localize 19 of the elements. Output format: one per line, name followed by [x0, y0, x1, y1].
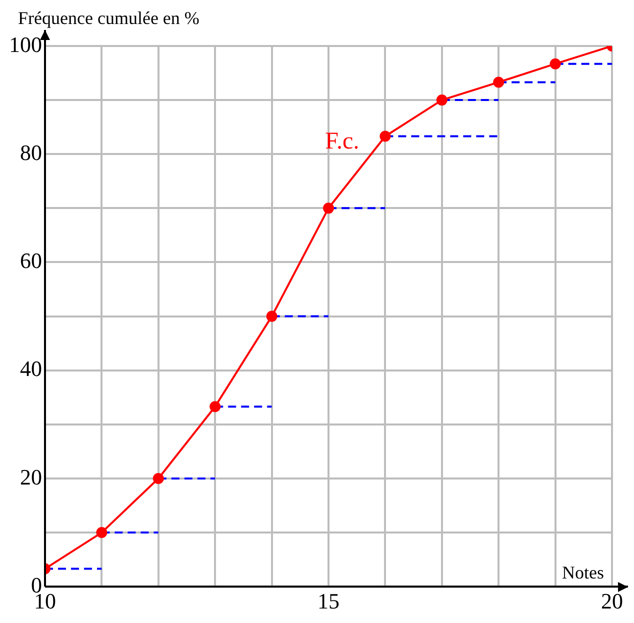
- point: [152, 472, 164, 484]
- point: [436, 94, 448, 106]
- y-tick-label: 60: [20, 248, 42, 274]
- point: [266, 310, 278, 322]
- series-label: F.c.: [325, 128, 360, 154]
- y-tick-label: 40: [20, 356, 42, 382]
- point: [210, 401, 221, 412]
- x-tick-label: 15: [318, 588, 340, 614]
- point: [550, 58, 561, 70]
- y-tick-label: 80: [20, 140, 42, 165]
- point: [323, 202, 334, 214]
- x-tick-label: 20: [601, 588, 623, 614]
- x-axis-title: Notes: [562, 562, 604, 583]
- point: [96, 527, 108, 538]
- point: [493, 76, 504, 88]
- point: [380, 130, 391, 142]
- y-tick-label: 20: [20, 464, 42, 490]
- y-tick-label: 100: [9, 32, 42, 57]
- y-axis-title: Fréquence cumulée en %: [18, 8, 200, 28]
